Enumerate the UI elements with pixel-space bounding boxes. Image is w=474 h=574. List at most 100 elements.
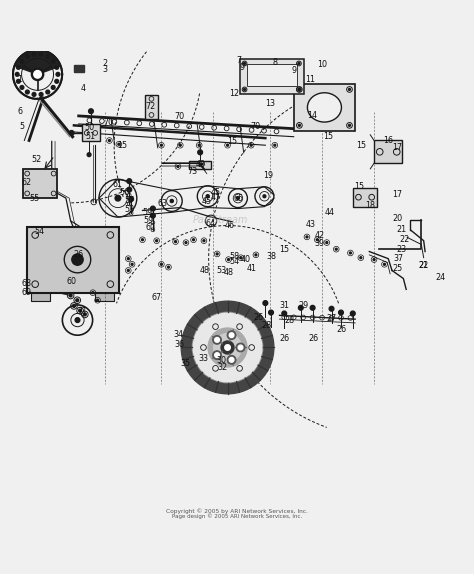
FancyBboxPatch shape — [31, 292, 50, 301]
Text: 16: 16 — [383, 136, 393, 145]
Circle shape — [115, 195, 121, 201]
Text: 24: 24 — [435, 273, 445, 282]
Circle shape — [221, 341, 234, 354]
Text: 28: 28 — [261, 321, 271, 330]
Circle shape — [160, 263, 162, 265]
Circle shape — [177, 165, 179, 168]
Circle shape — [255, 254, 257, 256]
Circle shape — [373, 259, 375, 261]
Text: 26: 26 — [253, 313, 264, 322]
Text: 70: 70 — [250, 122, 260, 131]
FancyBboxPatch shape — [27, 227, 119, 293]
Circle shape — [348, 125, 350, 126]
Text: 54: 54 — [229, 257, 239, 266]
Text: 54: 54 — [35, 227, 45, 236]
Circle shape — [75, 318, 80, 323]
Circle shape — [51, 86, 55, 90]
Circle shape — [244, 63, 246, 64]
Text: 12: 12 — [229, 89, 240, 98]
Circle shape — [228, 259, 229, 261]
Circle shape — [238, 345, 243, 350]
Circle shape — [216, 253, 218, 255]
Circle shape — [298, 63, 300, 64]
Circle shape — [129, 197, 134, 201]
Circle shape — [338, 310, 343, 315]
Text: 58: 58 — [229, 252, 239, 261]
Text: 49: 49 — [196, 160, 206, 169]
Circle shape — [69, 130, 74, 135]
Text: 15: 15 — [356, 141, 366, 150]
Text: 60: 60 — [146, 223, 156, 232]
Circle shape — [181, 301, 274, 394]
FancyBboxPatch shape — [23, 169, 57, 198]
Circle shape — [299, 305, 303, 310]
Text: 65: 65 — [234, 193, 244, 203]
Circle shape — [298, 88, 300, 90]
Circle shape — [282, 311, 287, 316]
Text: 46: 46 — [224, 221, 235, 230]
Text: 5: 5 — [19, 122, 25, 131]
Circle shape — [179, 144, 181, 146]
Circle shape — [46, 55, 50, 59]
Circle shape — [192, 312, 263, 383]
Text: 50: 50 — [84, 123, 95, 132]
FancyBboxPatch shape — [82, 125, 100, 141]
Circle shape — [250, 144, 252, 146]
Circle shape — [360, 257, 362, 259]
Text: 9: 9 — [291, 66, 296, 75]
Circle shape — [263, 301, 268, 305]
Circle shape — [329, 307, 334, 311]
Text: 1: 1 — [17, 75, 22, 84]
Circle shape — [274, 144, 276, 146]
Circle shape — [225, 345, 230, 350]
Circle shape — [213, 351, 221, 359]
FancyBboxPatch shape — [95, 292, 114, 301]
Text: 26: 26 — [73, 250, 84, 259]
Text: 45: 45 — [202, 197, 212, 207]
Text: 62: 62 — [22, 177, 32, 187]
Circle shape — [79, 309, 82, 312]
Text: 71: 71 — [77, 307, 87, 316]
Circle shape — [192, 239, 194, 241]
Text: 30: 30 — [217, 356, 227, 364]
Text: 18: 18 — [365, 201, 375, 210]
FancyBboxPatch shape — [247, 64, 297, 86]
Text: 58: 58 — [124, 204, 134, 214]
Text: 41: 41 — [246, 263, 256, 273]
Text: 35: 35 — [180, 359, 190, 368]
Circle shape — [299, 88, 301, 90]
Circle shape — [92, 292, 94, 294]
Text: 68: 68 — [22, 279, 32, 288]
Circle shape — [31, 68, 44, 80]
FancyBboxPatch shape — [374, 141, 402, 163]
Text: 70: 70 — [174, 113, 184, 121]
Circle shape — [26, 55, 29, 59]
Text: 11: 11 — [305, 75, 315, 84]
Text: 15: 15 — [354, 183, 364, 191]
Text: 36: 36 — [174, 340, 184, 349]
Circle shape — [193, 313, 262, 382]
Circle shape — [89, 109, 93, 114]
Ellipse shape — [308, 93, 341, 122]
FancyBboxPatch shape — [240, 59, 304, 94]
Circle shape — [39, 92, 43, 96]
Text: 48: 48 — [224, 268, 234, 277]
Circle shape — [127, 187, 132, 192]
Text: 72: 72 — [146, 102, 156, 111]
Circle shape — [306, 236, 308, 238]
Text: 23: 23 — [396, 245, 407, 254]
Circle shape — [198, 150, 202, 154]
Circle shape — [131, 263, 133, 265]
Circle shape — [383, 263, 385, 265]
Circle shape — [39, 52, 43, 56]
Text: 3: 3 — [102, 65, 107, 74]
Text: 47: 47 — [210, 193, 221, 201]
Text: 42: 42 — [314, 231, 324, 239]
Circle shape — [51, 59, 55, 63]
Circle shape — [15, 72, 19, 76]
Circle shape — [198, 144, 200, 146]
Circle shape — [156, 240, 157, 242]
Text: 37: 37 — [393, 254, 404, 263]
Circle shape — [20, 86, 24, 90]
Text: 20: 20 — [392, 214, 403, 223]
